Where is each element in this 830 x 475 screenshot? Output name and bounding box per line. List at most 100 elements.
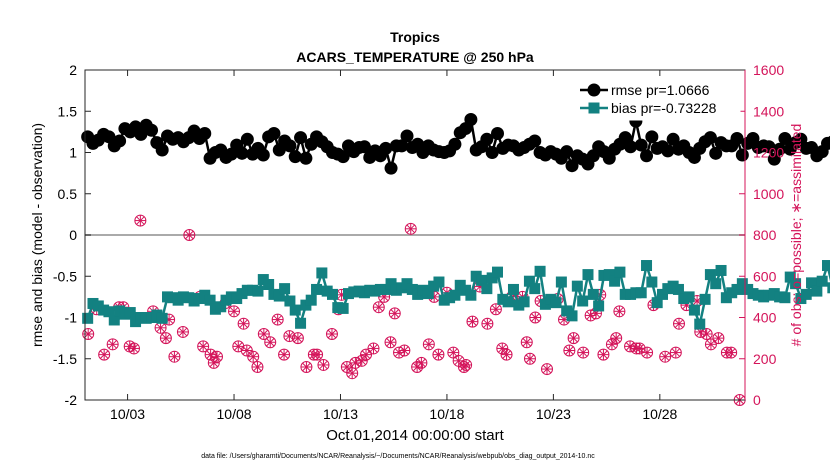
- bias-point: [380, 283, 392, 295]
- bias-point: [422, 288, 434, 300]
- legend-bias-label: bias pr=-0.73228: [611, 100, 717, 116]
- bias-point: [124, 307, 136, 319]
- x-tick-label: 10/18: [429, 406, 464, 422]
- rmse-point: [640, 149, 654, 163]
- obs-assimilated-point: [398, 345, 410, 356]
- obs-assimilated-point: [521, 336, 533, 348]
- bias-point: [82, 312, 94, 324]
- obs-assimilated-point: [673, 318, 685, 330]
- obs-assimilated-point: [360, 349, 372, 361]
- bias-point: [555, 276, 567, 288]
- y2-tick-label: 600: [753, 268, 777, 284]
- bias-point: [571, 280, 583, 292]
- obs-asterisk-stroke: [522, 338, 532, 347]
- rmse-point: [762, 140, 776, 154]
- obs-assimilated-point: [460, 359, 472, 371]
- obs-asterisk-stroke: [357, 356, 367, 366]
- obs-asterisk-stroke: [434, 350, 443, 359]
- obs-assimilated-point: [415, 357, 427, 369]
- bias-point: [465, 289, 477, 301]
- obs-assimilated-point: [481, 318, 493, 330]
- obs-asterisk-stroke: [702, 329, 711, 339]
- y-tick-label: -1: [65, 310, 78, 326]
- obs-assimilated-point: [278, 349, 290, 361]
- x-tick-labels: 10/03 10/08 10/13 10/18 10/23 10/28: [110, 406, 678, 422]
- obs-assimilated-point: [211, 351, 223, 363]
- obs-assimilated-point: [300, 361, 312, 373]
- bias-point: [699, 293, 711, 305]
- obs-asterisk-stroke: [424, 340, 434, 349]
- bias-point: [534, 265, 546, 277]
- obs-asterisk-stroke: [660, 352, 670, 361]
- bias-point: [449, 289, 461, 301]
- obs-assimilated-point: [232, 340, 244, 352]
- obs-assimilated-point: [389, 307, 401, 319]
- obs-asterisk-stroke: [361, 350, 371, 359]
- obs-asterisk-stroke: [239, 319, 248, 328]
- obs-assimilated-point: [466, 316, 478, 328]
- obs-assimilated-point: [712, 332, 724, 344]
- y-tick-label: 0: [69, 227, 77, 243]
- rmse-point: [198, 127, 212, 141]
- bias-point: [784, 271, 796, 283]
- bias-point: [646, 276, 658, 288]
- chart-subtitle: ACARS_TEMPERATURE @ 250 hPa: [296, 49, 534, 65]
- y-tick-label: 2: [69, 62, 77, 78]
- obs-asterisk-stroke: [99, 350, 109, 359]
- obs-asterisk-stroke: [417, 358, 426, 368]
- chart-title: Tropics: [390, 29, 440, 45]
- obs-asterisk-stroke: [406, 224, 415, 234]
- bias-point: [401, 278, 413, 290]
- x-tick-label: 10/13: [323, 406, 358, 422]
- obs-assimilated-point: [317, 359, 329, 371]
- obs-asterisk-stroke: [714, 333, 723, 343]
- rmse-point: [448, 137, 462, 151]
- x-tick-label: 10/03: [110, 406, 145, 422]
- rmse-point: [624, 140, 638, 154]
- rmse-point: [288, 150, 302, 164]
- obs-asterisk-stroke: [461, 360, 471, 370]
- obs-asterisk-stroke: [386, 338, 395, 347]
- rmse-point: [773, 142, 787, 156]
- obs-assimilated-point: [373, 301, 385, 313]
- obs-assimilated-point: [705, 338, 717, 350]
- rmse-point: [145, 123, 159, 137]
- obs-assimilated-point: [311, 349, 323, 361]
- obs-assimilated-point: [160, 332, 172, 344]
- obs-assimilated-point: [177, 326, 189, 338]
- obs-assimilated-point: [155, 322, 167, 334]
- obs-assimilated-point: [496, 342, 508, 354]
- obs-assimilated-point: [613, 305, 625, 317]
- obs-asterisk-stroke: [302, 362, 311, 372]
- rmse-point: [379, 141, 393, 155]
- obs-assimilated-point: [501, 349, 513, 361]
- obs-asterisk-stroke: [400, 346, 409, 355]
- bias-point: [316, 267, 328, 279]
- obs-asterisk-stroke: [248, 352, 258, 361]
- obs-asterisk-stroke: [706, 340, 716, 349]
- rmse-point: [645, 130, 659, 144]
- obs-assimilated-point: [597, 349, 609, 361]
- bias-point: [672, 283, 684, 295]
- obs-assimilated-point: [98, 349, 110, 361]
- bias-point: [518, 296, 530, 308]
- y-tick-label: -0.5: [53, 268, 77, 284]
- obs-asterisk-stroke: [674, 319, 684, 328]
- obs-asterisk-stroke: [83, 329, 93, 339]
- obs-assimilated-point: [247, 351, 259, 363]
- obs-asterisk-stroke: [129, 344, 139, 353]
- bias-point: [215, 301, 227, 313]
- obs-assimilated-point: [356, 355, 368, 367]
- bias-point: [263, 279, 275, 290]
- bias-point: [683, 291, 695, 303]
- y2-tick-label: 1400: [753, 103, 784, 119]
- obs-assimilated-point: [251, 361, 263, 373]
- legend-rmse-marker: [587, 83, 601, 97]
- rmse-point: [634, 138, 648, 152]
- obs-asterisk-stroke: [265, 338, 275, 347]
- y-tick-label: -2: [65, 392, 78, 408]
- bias-point: [507, 283, 519, 295]
- rmse-point: [528, 134, 542, 148]
- rmse-point: [735, 148, 749, 162]
